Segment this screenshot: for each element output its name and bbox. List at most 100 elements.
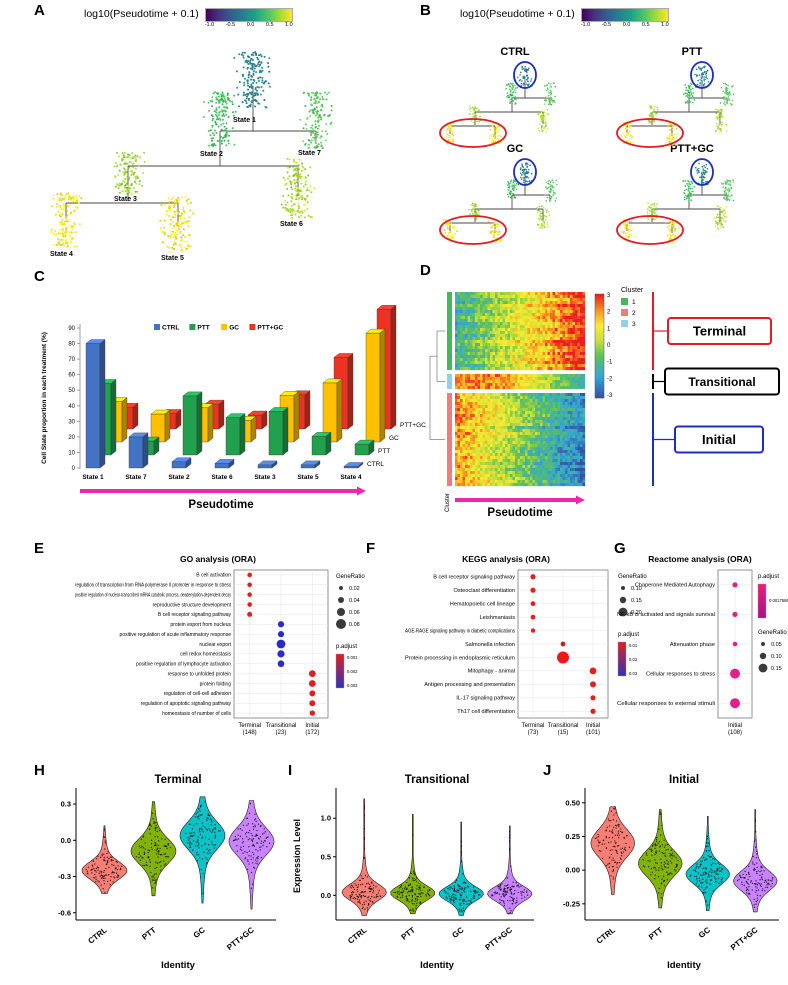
cluster-state-4 (50, 191, 83, 248)
annotation-box-terminal (667, 317, 772, 345)
pseudotime-colorbar-B: log10(Pseudotime + 0.1) -1.0 -0.5 0.0 0.5 1.… (460, 8, 669, 28)
violin-gc (685, 816, 730, 911)
bars-gc (107, 328, 386, 443)
violin-ptt-gc (733, 809, 778, 913)
subplot-title-ptt: PTT (681, 46, 703, 58)
kegg-analysis-dotplot: KEGG analysis (ORA)B cell receptor signa… (405, 554, 647, 736)
svg-text:CTRL: CTRL (162, 325, 179, 332)
cluster (719, 82, 735, 106)
pseudotime-colorbar-A: log10(Pseudotime + 0.1) -1.0 -0.5 0.0 0.5 1.… (84, 8, 293, 28)
svg-text:0: 0 (72, 466, 76, 472)
dots (247, 572, 316, 716)
cluster (544, 179, 558, 203)
viridis-gradient (580, 8, 669, 22)
violin-gc (179, 796, 226, 904)
cluster (505, 82, 518, 105)
svg-text:State 5: State 5 (297, 474, 319, 481)
trajectory-ptt (616, 61, 735, 148)
heatmap-block-2 (455, 393, 586, 487)
terminal-state-ellipse (616, 118, 684, 148)
heatmap-block-1 (455, 292, 586, 371)
svg-text:PTT: PTT (197, 325, 209, 332)
svg-text:State 6: State 6 (211, 474, 233, 481)
dots (730, 582, 740, 709)
cluster-sidebar-3 (447, 374, 452, 389)
cluster (665, 220, 680, 244)
violin-ptt-gc (228, 800, 275, 910)
svg-text:State 5: State 5 (161, 255, 184, 262)
colorbar-tick: 0.0 (246, 22, 255, 28)
svg-text:State 1: State 1 (233, 117, 256, 124)
cluster-legend-swatch-2 (621, 309, 628, 316)
viridis-gradient (204, 8, 293, 22)
cluster (713, 205, 728, 230)
colorbar-tick: -0.5 (601, 22, 612, 28)
panel-label-H: H (34, 762, 45, 779)
cluster-state-5 (159, 196, 195, 253)
bars-ctrl (85, 339, 364, 469)
dots (530, 574, 597, 714)
svg-text:State 2: State 2 (168, 474, 190, 481)
panel-label-I: I (288, 762, 293, 779)
reactome-analysis-dotplot: Reactome analysis (ORA)Chaperone Mediate… (617, 554, 788, 736)
cluster (543, 82, 557, 106)
subplot-title-ctrl: CTRL (500, 46, 530, 58)
svg-text:State 4: State 4 (340, 474, 362, 481)
violin-ptt (390, 814, 436, 915)
cluster (682, 82, 696, 104)
svg-text:State 4: State 4 (50, 251, 73, 258)
svg-text:70: 70 (68, 357, 75, 363)
svg-text:30: 30 (68, 419, 75, 425)
panel-label-E: E (34, 540, 45, 557)
violin-ctrl (81, 825, 128, 894)
colorbar-tick: 0.5 (265, 22, 274, 28)
cluster (537, 108, 550, 133)
svg-text:50: 50 (68, 388, 75, 394)
panel-label-D: D (420, 262, 431, 279)
svg-text:State 7: State 7 (125, 474, 147, 481)
colorbar-B-title: log10(Pseudotime + 0.1) (460, 8, 575, 20)
cluster (468, 105, 483, 124)
svg-text:State 3: State 3 (114, 196, 137, 203)
initial-state-circle (513, 61, 537, 89)
svg-text:PTT+GC: PTT+GC (400, 422, 426, 429)
cluster (721, 179, 735, 202)
cluster (536, 205, 551, 229)
colorbar-B-ticks: -1.0 -0.5 0.0 0.5 1.0 (581, 22, 669, 28)
panel-label-C: C (34, 268, 45, 285)
cluster (695, 162, 709, 186)
annotation-box-initial (674, 425, 764, 454)
svg-text:State 3: State 3 (254, 474, 276, 481)
cluster (682, 180, 696, 202)
panel-label-J: J (543, 762, 552, 779)
subplot-title-pttgc: PTT+GC (670, 143, 714, 155)
initial-state-circle (690, 158, 714, 186)
cluster-state-7 (299, 91, 333, 149)
trajectory-pttgc (616, 158, 735, 245)
cluster-legend-swatch-1 (621, 298, 628, 305)
subplot-title-gc: GC (506, 143, 524, 155)
heatmap-block-3 (455, 374, 586, 390)
cluster (714, 108, 728, 133)
svg-text:State 6: State 6 (280, 221, 303, 228)
initial-state-circle (513, 158, 537, 186)
cluster-state-6 (280, 157, 316, 219)
initial-state-circle (690, 61, 714, 89)
svg-text:CTRL: CTRL (367, 461, 384, 468)
svg-text:GC: GC (389, 435, 399, 442)
trajectory-plot: State 1 State 2 State 7 State 3 State 6 State… (50, 51, 333, 262)
violin-ptt (130, 801, 177, 897)
panel-label-B: B (420, 2, 431, 19)
svg-text:20: 20 (68, 435, 75, 441)
cluster-sidebar-1 (447, 292, 452, 370)
cluster-legend-swatch-3 (621, 320, 628, 327)
svg-text:60: 60 (68, 373, 75, 379)
violin-ptt (638, 809, 683, 909)
cluster (647, 105, 659, 124)
terminal-state-ellipse (616, 215, 684, 245)
